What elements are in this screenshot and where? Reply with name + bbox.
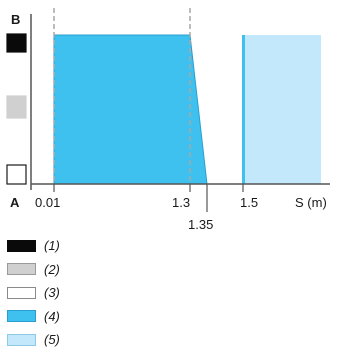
legend-swatch-1 bbox=[7, 239, 36, 252]
legend-label-1: (1) bbox=[44, 238, 60, 254]
legend-item: (1) bbox=[7, 234, 60, 258]
tick-label-1-5: 1.5 bbox=[240, 195, 258, 210]
side-marker-3 bbox=[6, 164, 27, 185]
legend-item: (5) bbox=[7, 328, 60, 352]
legend-item: (4) bbox=[7, 305, 60, 329]
legend-label-5: (5) bbox=[44, 332, 60, 348]
tick-label-1-3: 1.3 bbox=[172, 195, 190, 210]
side-marker-2 bbox=[6, 95, 27, 119]
legend-item: (2) bbox=[7, 258, 60, 282]
legend-label-2: (2) bbox=[44, 261, 60, 277]
x-axis-label: S (m) bbox=[295, 195, 327, 210]
diagram-canvas: B A 0.01 1.3 1.35 1.5 S (m) bbox=[6, 8, 330, 232]
region-4-shape bbox=[53, 34, 208, 185]
side-marker-1 bbox=[6, 33, 27, 53]
legend-label-4: (4) bbox=[44, 308, 60, 324]
legend-item: (3) bbox=[7, 281, 60, 305]
region-5-shape bbox=[243, 35, 321, 184]
legend-label-3: (3) bbox=[44, 285, 60, 301]
legend-swatch-5 bbox=[7, 333, 36, 346]
legend-swatch-3 bbox=[7, 286, 36, 299]
tick-label-1-35: 1.35 bbox=[188, 217, 213, 232]
legend-swatch-2 bbox=[7, 263, 36, 276]
origin-label: A bbox=[10, 195, 20, 210]
tick-label-0-01: 0.01 bbox=[35, 195, 60, 210]
y-axis-label: B bbox=[11, 12, 20, 27]
legend: (1) (2) (3) (4) (5) bbox=[7, 234, 60, 352]
legend-swatch-4 bbox=[7, 310, 36, 323]
